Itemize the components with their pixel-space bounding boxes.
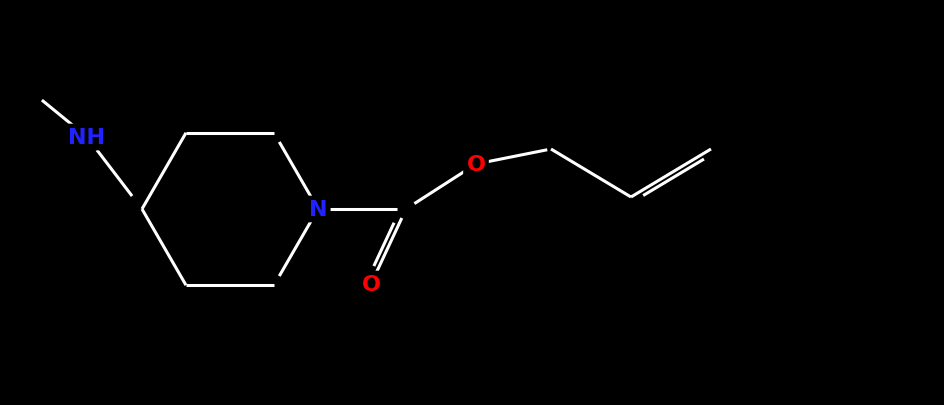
Text: NH: NH — [68, 128, 106, 148]
Text: N: N — [309, 200, 327, 220]
Text: O: O — [362, 274, 380, 294]
Text: O: O — [466, 155, 485, 175]
